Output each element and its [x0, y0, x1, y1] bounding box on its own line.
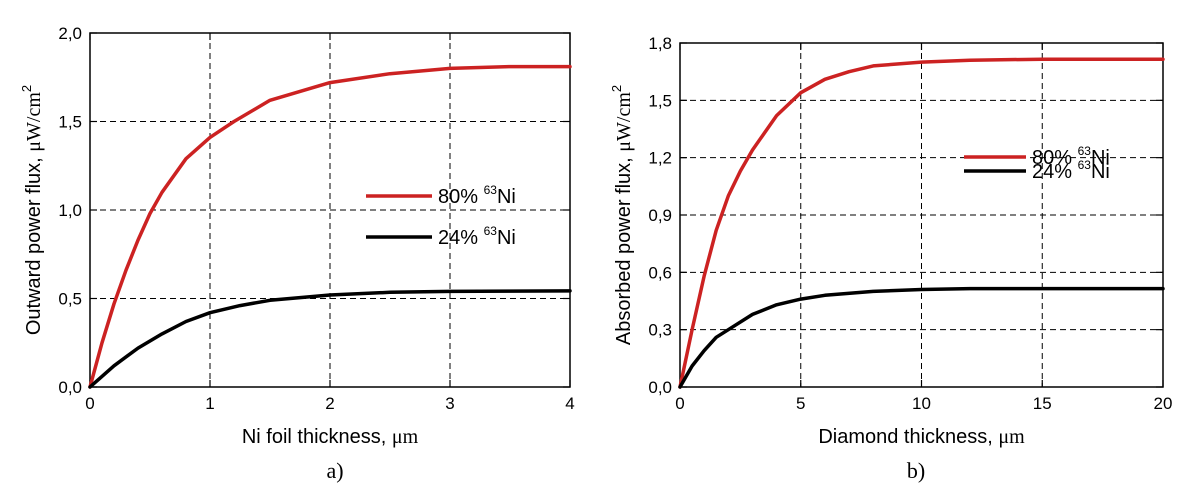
x-tick-label: 10 [912, 394, 931, 413]
legend-label: 80% 63Ni [438, 183, 516, 208]
y-tick-label: 0,6 [648, 263, 672, 282]
x-tick-label: 4 [565, 394, 574, 413]
legend-label: 24% 63Ni [1032, 158, 1110, 183]
x-tick-label: 5 [796, 394, 805, 413]
y-tick-label: 0,3 [648, 321, 672, 340]
y-tick-label: 0,9 [648, 206, 672, 225]
x-tick-label: 15 [1033, 394, 1052, 413]
y-axis-label-text: Absorbed power flux, [613, 152, 635, 345]
y-axis-label: Absorbed power flux, μW/cm2 [609, 85, 635, 345]
legend-suffix: Ni [1091, 147, 1110, 169]
y-axis-unit: μW/cm [613, 92, 635, 152]
legend-label: 80% 63Ni [1032, 144, 1110, 169]
x-axis-label-text: Ni foil thickness, [242, 426, 392, 448]
y-tick-label: 1,2 [648, 149, 672, 168]
legend-superscript: 63 [1078, 144, 1092, 158]
y-tick-label: 1,8 [648, 34, 672, 53]
y-tick-label: 1,5 [58, 113, 82, 132]
legend-suffix: Ni [1091, 161, 1110, 183]
legend-prefix: 24% [438, 227, 484, 249]
legend-superscript: 63 [484, 183, 498, 197]
legend-prefix: 24% [1032, 161, 1078, 183]
legend-suffix: Ni [497, 186, 516, 208]
x-axis-label: Ni foil thickness, μm [242, 426, 419, 448]
series-line-0 [678, 57, 1165, 389]
x-axis-unit: μm [392, 426, 419, 448]
y-axis-unit-exponent: 2 [609, 85, 624, 92]
y-tick-label: 0,0 [58, 378, 82, 397]
series-line-1 [88, 289, 572, 389]
x-axis-label: Diamond thickness, μm [818, 426, 1025, 448]
x-axis-label-text: Diamond thickness, [818, 426, 998, 448]
series-line-0 [88, 64, 572, 389]
y-axis-label-text: Outward power flux, [23, 152, 45, 335]
x-tick-label: 3 [445, 394, 454, 413]
legend-label: 24% 63Ni [438, 224, 516, 249]
legend-prefix: 80% [1032, 147, 1078, 169]
y-axis-unit: μW/cm [23, 92, 45, 152]
chart-panel-b: 0 5 10 15 200,00,30,60,91,21,51,880% 63Ni24%… [609, 34, 1172, 483]
x-tick-label: 20 [1154, 394, 1173, 413]
legend-prefix: 80% [438, 186, 484, 208]
y-tick-label: 2,0 [58, 24, 82, 43]
x-tick-label: 0 [675, 394, 684, 413]
panel-label: a) [326, 458, 343, 483]
series-line-1 [678, 286, 1165, 389]
y-tick-label: 0,5 [58, 290, 82, 309]
y-axis-label: Outward power flux, μW/cm2 [19, 85, 45, 335]
y-axis-unit-exponent: 2 [19, 85, 34, 92]
x-tick-label: 1 [205, 394, 214, 413]
legend-superscript: 63 [484, 224, 498, 238]
x-tick-label: 0 [85, 394, 94, 413]
legend-suffix: Ni [497, 227, 516, 249]
y-tick-label: 1,0 [58, 201, 82, 220]
x-tick-label: 2 [325, 394, 334, 413]
y-tick-label: 0,0 [648, 378, 672, 397]
legend-superscript: 63 [1078, 158, 1092, 172]
x-axis-unit: μm [998, 426, 1025, 448]
panel-label: b) [907, 458, 925, 483]
y-tick-label: 1,5 [648, 91, 672, 110]
